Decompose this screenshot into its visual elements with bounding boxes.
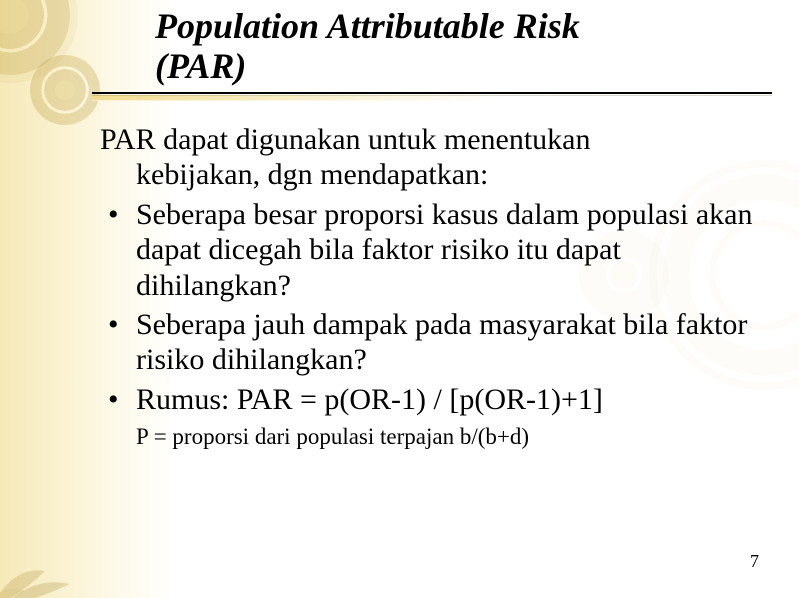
slide: Population Attributable Risk (PAR) PAR d… — [0, 0, 799, 598]
bullet-item: Rumus: PAR = p(OR-1) / [p(OR-1)+1] — [100, 382, 760, 417]
title-line-1: Population Attributable Risk — [155, 6, 580, 46]
slide-body: PAR dapat digunakan untuk menentukan keb… — [100, 122, 760, 451]
page-number: 7 — [750, 551, 759, 572]
slide-title: Population Attributable Risk (PAR) — [155, 6, 735, 87]
title-underline — [92, 92, 772, 100]
bullet-item: Seberapa jauh dampak pada masyarakat bil… — [100, 307, 760, 378]
bullet-list: Seberapa besar proporsi kasus dalam popu… — [100, 197, 760, 417]
decorative-leaf — [0, 536, 120, 598]
footnote: P = proporsi dari populasi terpajan b/(b… — [136, 423, 760, 451]
bullet-item: Seberapa besar proporsi kasus dalam popu… — [100, 197, 760, 303]
intro-text: PAR dapat digunakan untuk menentukan keb… — [100, 122, 760, 193]
intro-line-2: kebijakan, dgn mendapatkan: — [136, 158, 488, 191]
intro-line-1: PAR dapat digunakan untuk menentukan — [100, 123, 591, 156]
decorative-gear — [30, 55, 100, 125]
title-line-2: (PAR) — [155, 46, 246, 86]
